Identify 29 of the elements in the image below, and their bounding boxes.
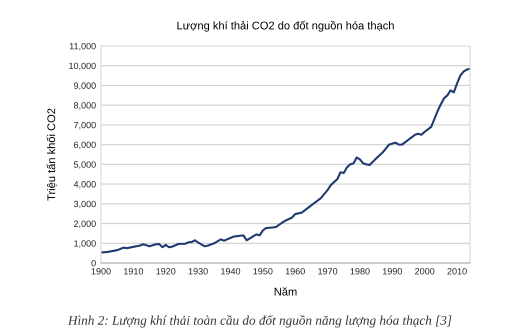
x-tick-label: 1940 — [221, 268, 240, 274]
text: Hình 2: Lượng khí thải toàn cầu do đốt nguồn năng lượng hóa thạch [3] — [68, 315, 452, 328]
x-tick-label: 1920 — [156, 268, 176, 274]
y-tick-label: 9,000 — [74, 82, 96, 90]
y-tick-label: 4,000 — [74, 181, 96, 189]
y-tick-label: 3,000 — [74, 200, 96, 208]
x-tick-label: 1930 — [188, 268, 208, 274]
y-tick-label: 5,000 — [74, 161, 96, 169]
x-tick-label: 1900 — [92, 268, 111, 274]
chart-title: Lượng khí thải CO2 do đốt nguồn hóa thạch — [177, 20, 394, 32]
y-tick-label: 7,000 — [74, 122, 96, 130]
y-tick-label: 6,000 — [74, 142, 96, 150]
y-axis-title: Triệu tấn khối CO2 — [46, 108, 57, 201]
x-tick-label: 1910 — [124, 268, 144, 274]
line-series — [101, 68, 470, 254]
x-tick-label: 2000 — [415, 268, 434, 274]
x-tick-label: 2010 — [447, 268, 467, 274]
x-tick-label: 1980 — [350, 268, 370, 274]
y-tick-label: 10,000 — [69, 62, 96, 70]
x-tick-label: 1960 — [286, 268, 305, 274]
y-tick-label: 0 — [91, 260, 96, 266]
y-tick-label: 8,000 — [74, 102, 96, 110]
y-tick-label: 2,000 — [74, 220, 96, 228]
x-tick-label: 1950 — [253, 268, 273, 274]
x-tick-label: 1990 — [382, 268, 402, 274]
y-tick-label: 11,000 — [70, 42, 96, 50]
x-tick-label: 1970 — [318, 268, 338, 274]
x-axis-title: Năm — [274, 287, 296, 296]
y-tick-label: 1,000 — [74, 240, 96, 248]
